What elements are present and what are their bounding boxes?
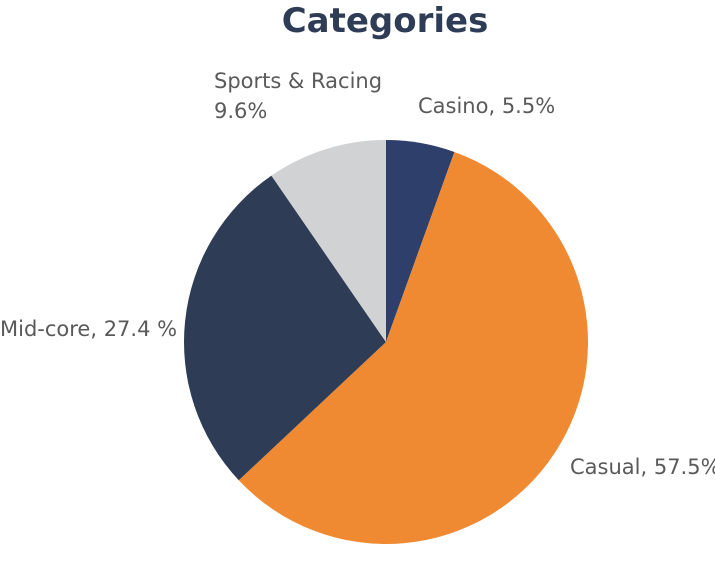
slice-label: Mid-core, 27.4 %: [0, 317, 177, 341]
label-line: 9.6%: [214, 99, 267, 123]
pie-slice: [238, 151, 588, 544]
pie-slice: [183, 175, 386, 481]
slice-label: Casino, 5.5%: [418, 94, 555, 118]
slice-label: Sports & Racing 9.6%: [214, 69, 382, 123]
pie-slice: [271, 140, 386, 342]
label-line: Sports & Racing: [214, 69, 382, 93]
chart-title: Categories: [282, 1, 489, 41]
pie-slice: [386, 140, 455, 342]
slice-label: Casual, 57.5%: [570, 455, 715, 479]
